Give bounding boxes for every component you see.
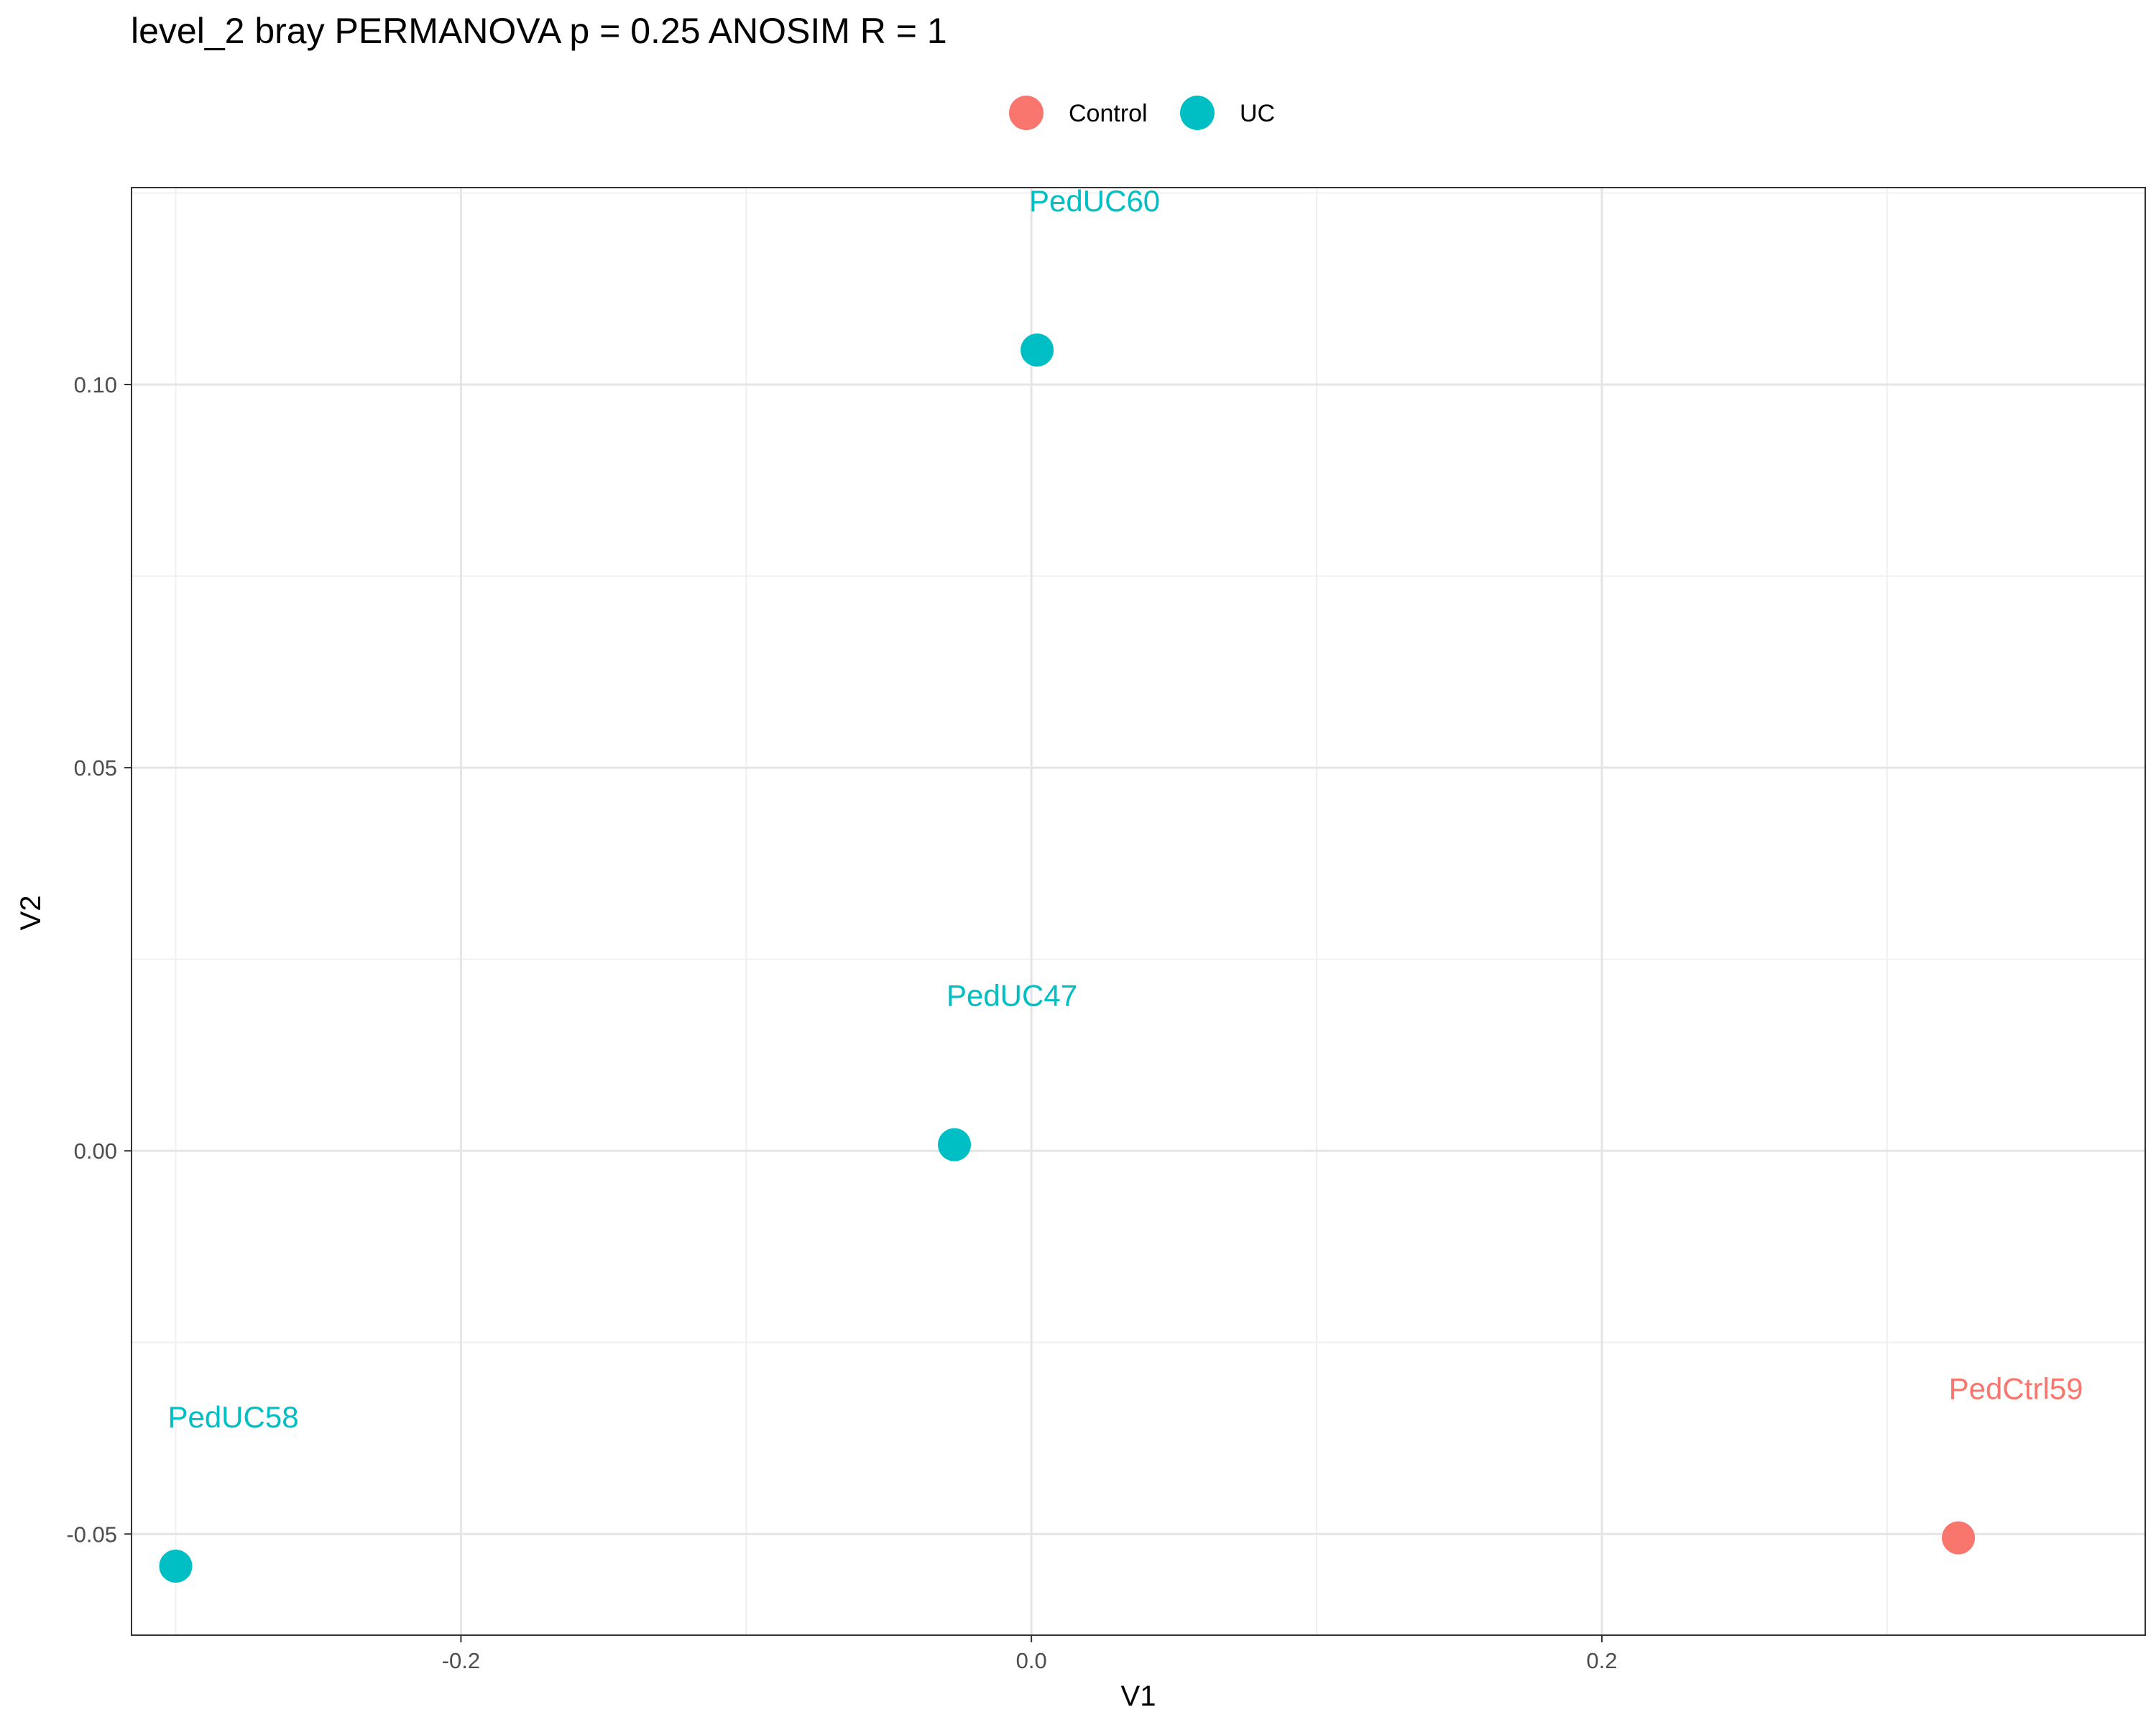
panel-background	[132, 188, 2145, 1635]
y-tick-label: 0.10	[74, 372, 117, 397]
grid-minor	[132, 188, 2145, 1635]
x-tick-label: 0.0	[1016, 1648, 1047, 1673]
point-label-peduc58: PedUC58	[167, 1400, 298, 1434]
x-tick-label: -0.2	[442, 1648, 480, 1673]
data-point-peduc60	[1021, 334, 1054, 367]
y-axis-title: V2	[15, 896, 47, 931]
data-point-peduc47	[938, 1128, 972, 1162]
points	[159, 334, 1976, 1583]
y-tick-label: -0.05	[66, 1522, 117, 1547]
y-tick-label: 0.00	[74, 1138, 117, 1164]
y-tick-label: 0.05	[74, 755, 117, 781]
point-labels: PedUC60 PedUC47 PedUC58 PedCtrl59	[167, 184, 2083, 1434]
panel-border	[131, 187, 2146, 1636]
y-axis-ticks: -0.05 0.00 0.05 0.10	[66, 372, 132, 1547]
plot-area: PedUC60 PedUC47 PedUC58 PedCtrl59	[131, 184, 2146, 1636]
legend-key-control	[1009, 96, 1044, 130]
legend-key-uc	[1180, 96, 1215, 130]
legend-label-control: Control	[1069, 100, 1148, 127]
point-label-pedctrl59: PedCtrl59	[1949, 1372, 2083, 1406]
x-axis-title: V1	[1121, 1680, 1156, 1712]
x-tick-label: 0.2	[1586, 1648, 1617, 1673]
point-label-peduc47: PedUC47	[946, 979, 1077, 1013]
x-axis-ticks: -0.2 0.0 0.2	[442, 1635, 1617, 1673]
legend: Control UC	[1009, 96, 1275, 130]
chart-title: level_2 bray PERMANOVA p = 0.25 ANOSIM R…	[131, 11, 947, 51]
legend-label-uc: UC	[1240, 100, 1275, 127]
data-point-pedctrl59	[1942, 1521, 1976, 1555]
grid-major	[132, 188, 2145, 1635]
data-point-peduc58	[159, 1550, 193, 1583]
point-label-peduc60: PedUC60	[1029, 184, 1160, 218]
